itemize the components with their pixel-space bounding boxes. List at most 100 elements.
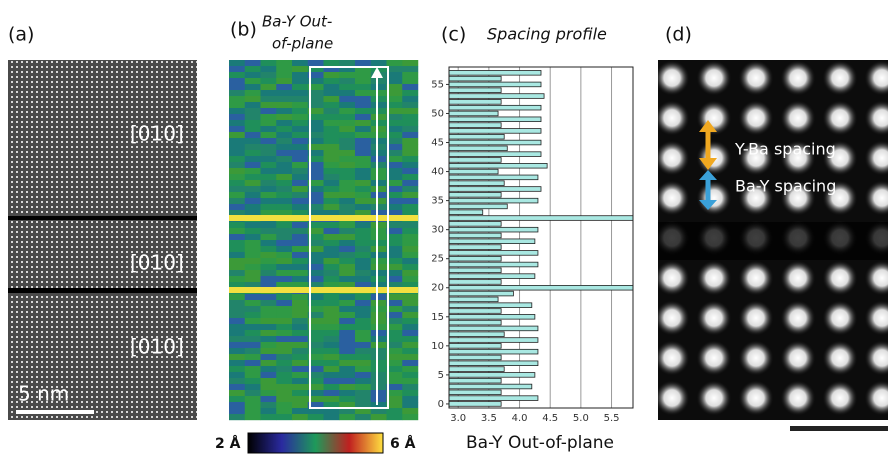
map-cell <box>339 120 355 126</box>
map-cell <box>276 270 292 276</box>
map-cell <box>371 90 387 96</box>
map-cell <box>276 252 292 258</box>
map-cell <box>371 264 387 270</box>
map-cell <box>229 240 245 246</box>
map-cell <box>339 252 355 258</box>
map-cell <box>229 354 245 360</box>
map-cell <box>245 342 261 348</box>
map-cell <box>261 66 277 72</box>
map-cell <box>355 174 371 180</box>
map-cell <box>292 240 308 246</box>
map-cell <box>292 144 308 150</box>
map-cell <box>371 60 387 66</box>
map-cell <box>261 84 277 90</box>
map-cell <box>355 72 371 78</box>
x-tick-label: 5.0 <box>573 413 589 424</box>
map-cell <box>402 60 418 66</box>
map-cell <box>339 96 355 102</box>
map-cell <box>292 306 308 312</box>
map-cell <box>261 360 277 366</box>
bar <box>449 94 544 99</box>
map-cell <box>355 144 371 150</box>
colorbar-min: 2 Å <box>215 435 241 452</box>
map-cell <box>324 186 340 192</box>
map-cell <box>292 66 308 72</box>
map-cell <box>292 192 308 198</box>
map-cell <box>324 384 340 390</box>
map-cell <box>261 228 277 234</box>
map-cell <box>245 390 261 396</box>
map-cell <box>387 60 403 66</box>
map-cell <box>339 378 355 384</box>
map-cell <box>245 402 261 408</box>
map-cell <box>402 174 418 180</box>
map-cell <box>292 366 308 372</box>
map-cell <box>261 96 277 102</box>
map-cell <box>339 360 355 366</box>
map-cell <box>402 228 418 234</box>
map-cell <box>355 312 371 318</box>
map-cell <box>371 180 387 186</box>
map-cell <box>371 294 387 300</box>
map-cell <box>229 138 245 144</box>
map-cell <box>229 318 245 324</box>
y-tick-label: 0 <box>438 399 444 410</box>
map-cell <box>245 72 261 78</box>
bar <box>449 192 501 197</box>
map-cell <box>324 396 340 402</box>
map-cell <box>276 396 292 402</box>
bar <box>449 291 513 296</box>
map-cell <box>402 342 418 348</box>
map-cell <box>261 138 277 144</box>
map-cell <box>292 336 308 342</box>
map-cell <box>402 402 418 408</box>
map-cell <box>276 222 292 228</box>
map-cell <box>229 258 245 264</box>
map-cell <box>355 150 371 156</box>
bar <box>449 245 501 250</box>
map-cell <box>292 120 308 126</box>
map-cell <box>229 72 245 78</box>
map-cell <box>261 132 277 138</box>
map-cell <box>324 138 340 144</box>
map-cell <box>261 366 277 372</box>
map-cell <box>371 150 387 156</box>
map-cell <box>261 204 277 210</box>
map-cell <box>292 414 308 420</box>
bar <box>449 187 541 192</box>
map-cell <box>339 114 355 120</box>
map-cell <box>402 126 418 132</box>
bar <box>449 140 541 145</box>
x-tick-label: 4.0 <box>512 413 528 424</box>
map-cell <box>229 300 245 306</box>
map-cell <box>371 360 387 366</box>
bar <box>449 169 498 174</box>
map-cell <box>324 336 340 342</box>
map-cell <box>387 414 403 420</box>
map-cell <box>402 318 418 324</box>
map-cell <box>245 144 261 150</box>
annotation: Ba-Y spacing <box>735 177 836 196</box>
map-cell <box>261 72 277 78</box>
bar <box>449 384 532 389</box>
map-cell <box>355 294 371 300</box>
bar <box>449 70 541 75</box>
map-cell <box>324 318 340 324</box>
map-cell <box>261 378 277 384</box>
map-cell <box>339 372 355 378</box>
scale-bar <box>16 410 94 414</box>
map-cell <box>261 306 277 312</box>
map-cell <box>402 408 418 414</box>
map-cell <box>339 102 355 108</box>
map-cell <box>245 378 261 384</box>
map-cell <box>339 312 355 318</box>
map-cell <box>402 108 418 114</box>
map-cell <box>339 414 355 420</box>
map-cell <box>261 408 277 414</box>
map-cell <box>355 276 371 282</box>
map-cell <box>339 348 355 354</box>
map-cell <box>339 294 355 300</box>
map-cell <box>355 348 371 354</box>
map-cell <box>339 144 355 150</box>
y-tick-label: 50 <box>431 108 444 119</box>
